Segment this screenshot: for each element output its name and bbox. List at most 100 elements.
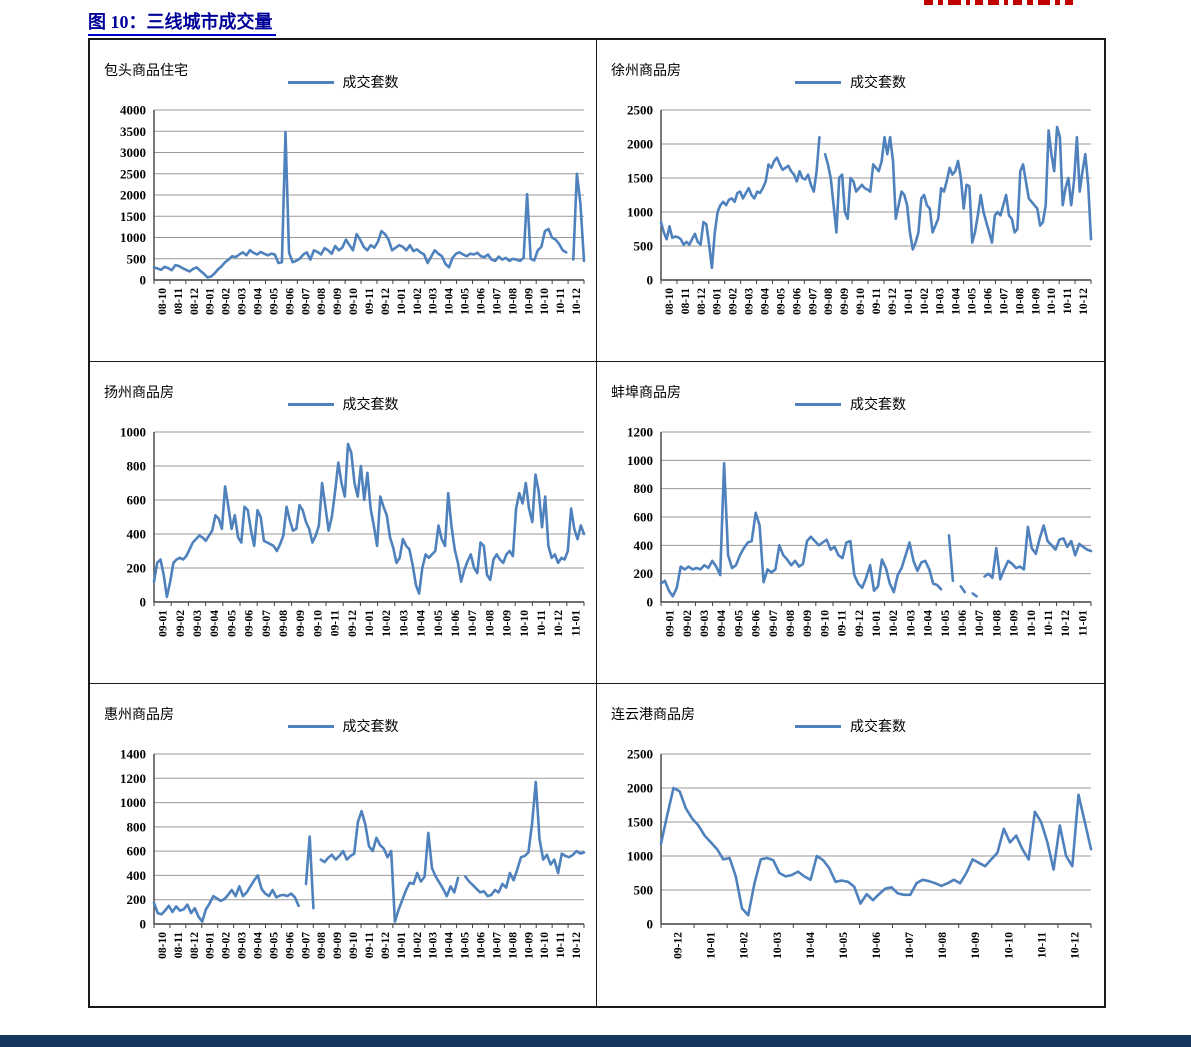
y-tick-label: 0 bbox=[140, 595, 147, 610]
x-tick-label: 10-02 bbox=[888, 610, 900, 637]
series-line bbox=[152, 442, 586, 599]
y-tick-label: 1000 bbox=[627, 205, 653, 220]
x-tick-label: 10-09 bbox=[1030, 288, 1042, 315]
legend-label: 成交套数 bbox=[850, 398, 906, 413]
panel-bengbu: 蚌埠商品房 成交套数 0 200 400 600 800 1000 1200 09-01 09-… bbox=[597, 362, 1104, 684]
x-tick-label: 10-07 bbox=[467, 610, 479, 637]
x-tick-label: 08-10 bbox=[157, 932, 169, 959]
legend-label: 成交套数 bbox=[850, 76, 906, 91]
x-tick-label: 09-12 bbox=[347, 610, 359, 637]
x-tick-label: 10-03 bbox=[428, 932, 440, 959]
legend: 成交套数 bbox=[90, 72, 596, 92]
x-tick-label: 10-07 bbox=[998, 288, 1010, 315]
y-tick-label: 400 bbox=[127, 868, 147, 883]
y-tick-label: 2000 bbox=[627, 781, 653, 796]
x-tick-label: 09-06 bbox=[284, 288, 296, 315]
x-tick-label: 09-07 bbox=[768, 610, 780, 637]
x-tick-label: 09-01 bbox=[158, 610, 170, 637]
x-tick-label: 09-11 bbox=[837, 610, 849, 636]
line-chart-baotou: 0 500 1000 1500 2000 2500 3000 3500 4000 08-10 08-… bbox=[96, 100, 594, 360]
x-tick-label: 10-08 bbox=[507, 932, 519, 959]
x-tick-label: 09-09 bbox=[839, 288, 851, 315]
x-tick-label: 09-08 bbox=[823, 288, 835, 315]
x-tick-label: 09-04 bbox=[760, 288, 772, 315]
clipped-red-text bbox=[924, 0, 1073, 5]
legend-line-icon bbox=[795, 80, 841, 84]
legend-label: 成交套数 bbox=[850, 720, 906, 735]
x-tick-label: 08-12 bbox=[189, 932, 201, 959]
x-tick-label: 10-07 bbox=[974, 610, 986, 637]
legend: 成交套数 bbox=[90, 394, 596, 414]
x-tick-label: 09-11 bbox=[871, 288, 883, 314]
x-tick-label: 09-06 bbox=[244, 610, 256, 637]
x-tick-label: 10-04 bbox=[444, 932, 456, 959]
chart-canvas: 0 500 1000 1500 2000 2500 08-10 08-11 08-12 09-01… bbox=[627, 103, 1093, 315]
x-tick-label: 09-10 bbox=[348, 288, 360, 315]
y-tick-label: 1400 bbox=[120, 747, 146, 762]
y-tick-label: 800 bbox=[127, 819, 147, 834]
y-tick-label: 1500 bbox=[627, 171, 653, 186]
chart-title: 连云港商品房 bbox=[611, 708, 695, 723]
legend: 成交套数 bbox=[597, 72, 1104, 92]
y-tick-label: 800 bbox=[127, 459, 147, 474]
x-tick-label: 10-06 bbox=[957, 610, 969, 637]
y-tick-label: 500 bbox=[127, 251, 147, 266]
y-tick-label: 1500 bbox=[120, 209, 146, 224]
panel-baotou: 包头商品住宅 成交套数 0 500 1000 1500 2000 2500 3000 3500… bbox=[90, 40, 597, 362]
x-tick-label: 09-11 bbox=[364, 288, 376, 314]
chart-title: 徐州商品房 bbox=[611, 64, 681, 79]
x-tick-label: 09-02 bbox=[175, 610, 187, 637]
x-tick-label: 10-04 bbox=[416, 610, 428, 637]
x-tick-label: 09-06 bbox=[791, 288, 803, 315]
x-tick-label: 10-01 bbox=[903, 288, 915, 315]
y-tick-label: 1000 bbox=[120, 425, 146, 440]
x-tick-label: 09-07 bbox=[300, 932, 312, 959]
x-tick-label: 09-07 bbox=[300, 288, 312, 315]
y-tick-label: 200 bbox=[127, 892, 147, 907]
chart-title: 包头商品住宅 bbox=[104, 64, 188, 79]
chart-canvas: 0 500 1000 1500 2000 2500 3000 3500 4000 08-10 08-… bbox=[120, 103, 586, 315]
panel-yangzhou: 扬州商品房 成交套数 0 200 400 600 800 1000 09-01 09-02 09… bbox=[90, 362, 597, 684]
x-tick-label: 11-01 bbox=[570, 610, 582, 636]
y-tick-label: 2000 bbox=[120, 188, 146, 203]
chart-title: 蚌埠商品房 bbox=[611, 386, 681, 401]
series-line bbox=[659, 786, 1093, 917]
x-tick-label: 09-02 bbox=[728, 288, 740, 315]
x-tick-label: 11-01 bbox=[1077, 610, 1089, 636]
x-tick-label: 09-03 bbox=[192, 610, 204, 637]
x-tick-label: 10-10 bbox=[1046, 288, 1058, 315]
x-tick-label: 10-12 bbox=[571, 288, 583, 315]
x-tick-label: 09-08 bbox=[316, 932, 328, 959]
y-tick-label: 400 bbox=[127, 527, 147, 542]
x-tick-label: 10-12 bbox=[1060, 610, 1072, 637]
x-tick-label: 08-12 bbox=[189, 288, 201, 315]
x-tick-label: 10-09 bbox=[1009, 610, 1021, 637]
y-tick-label: 1500 bbox=[627, 815, 653, 830]
x-tick-label: 09-06 bbox=[751, 610, 763, 637]
x-tick-label: 10-02 bbox=[381, 610, 393, 637]
line-chart-bengbu: 0 200 400 600 800 1000 1200 09-01 09-02 09-03 09-0… bbox=[603, 422, 1101, 682]
y-tick-label: 200 bbox=[634, 566, 654, 581]
series-line bbox=[152, 780, 586, 923]
x-tick-label: 10-03 bbox=[772, 932, 784, 959]
x-tick-label: 08-11 bbox=[173, 288, 185, 314]
x-tick-label: 10-05 bbox=[460, 932, 472, 959]
x-tick-label: 09-05 bbox=[775, 288, 787, 315]
x-tick-label: 10-06 bbox=[983, 288, 995, 315]
y-tick-label: 1200 bbox=[627, 425, 653, 440]
x-tick-label: 09-12 bbox=[380, 288, 392, 315]
x-tick-label: 09-10 bbox=[348, 932, 360, 959]
x-tick-label: 09-11 bbox=[364, 932, 376, 958]
x-tick-label: 10-08 bbox=[991, 610, 1003, 637]
x-tick-label: 10-08 bbox=[937, 932, 949, 959]
y-tick-label: 2500 bbox=[627, 103, 653, 118]
x-tick-label: 09-09 bbox=[295, 610, 307, 637]
y-tick-label: 600 bbox=[127, 493, 147, 508]
y-tick-label: 1000 bbox=[627, 453, 653, 468]
x-tick-label: 09-09 bbox=[802, 610, 814, 637]
legend-label: 成交套数 bbox=[342, 76, 399, 91]
x-tick-label: 10-03 bbox=[398, 610, 410, 637]
x-tick-label: 10-02 bbox=[412, 932, 424, 959]
x-tick-label: 10-01 bbox=[396, 932, 408, 959]
legend-label: 成交套数 bbox=[342, 398, 399, 413]
